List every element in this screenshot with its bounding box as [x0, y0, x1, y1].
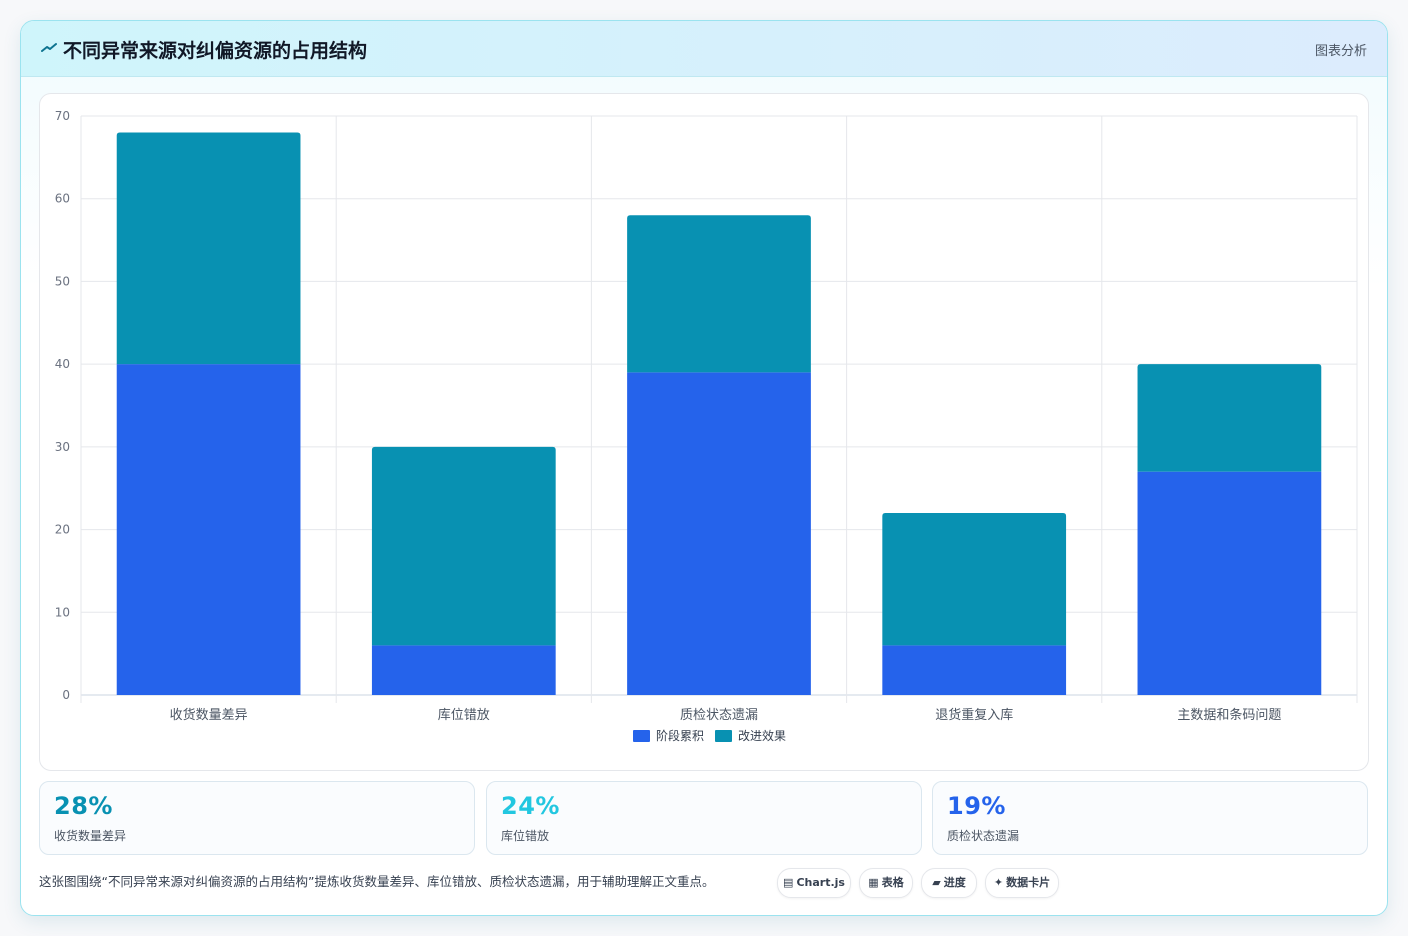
x-tick-label: 质检状态遗漏 — [680, 707, 758, 723]
y-tick-label: 60 — [55, 192, 70, 206]
stat-label: 库位错放 — [501, 829, 550, 843]
bar-segment — [371, 645, 556, 695]
line-chart-icon — [41, 43, 57, 52]
y-tick-label: 0 — [62, 688, 70, 702]
bar-segment — [116, 132, 301, 365]
chart-title: 不同异常来源对纠偏资源的占用结构 — [63, 40, 368, 62]
bar-segment — [627, 372, 811, 695]
y-tick-label: 30 — [55, 440, 70, 454]
bar-segment — [1137, 364, 1322, 472]
sparkle-icon: ✦ — [993, 876, 1004, 889]
x-tick-label: 主数据和条码问题 — [1177, 707, 1281, 723]
stat-value: 19% — [947, 792, 1006, 820]
y-tick-label: 10 — [55, 605, 70, 619]
stat-card-3: 19% 质检状态遗漏 — [932, 781, 1368, 855]
y-tick-label: 70 — [55, 109, 70, 123]
stat-value: 28% — [54, 792, 113, 820]
progress-icon: ▰ — [932, 876, 941, 889]
bar-segment — [116, 364, 301, 695]
x-tick-label: 收货数量差异 — [170, 707, 248, 723]
chip-table[interactable]: ▦ 表格 — [859, 868, 913, 898]
stat-label: 质检状态遗漏 — [947, 829, 1020, 843]
stacked-bar-chart: 0 10 20 30 40 50 60 70 收货数量差异 库位错放 质检状态遗漏 退货重复入库 主数据… — [55, 109, 1358, 743]
chart-area: 0 10 20 30 40 50 60 70 收货数量差异 库位错放 质检状态遗漏 退货重复入库 主数据… — [39, 93, 1369, 771]
chip-label: 数据卡片 — [1006, 876, 1051, 889]
y-tick-label: 20 — [55, 523, 70, 537]
stat-card-2: 24% 库位错放 — [486, 781, 922, 855]
stat-label: 收货数量差异 — [54, 829, 127, 843]
bar-segment — [371, 446, 556, 646]
chip-label: Chart.js — [796, 876, 845, 889]
chip-chartjs[interactable]: ▤ Chart.js — [777, 868, 851, 898]
chip-label: 进度 — [943, 876, 966, 889]
x-tick-label: 退货重复入库 — [935, 707, 1013, 723]
chip-label: 表格 — [881, 876, 904, 889]
chart-type-tag: 图表分析 — [1314, 44, 1367, 59]
x-tick-label: 库位错放 — [438, 707, 490, 723]
legend-swatch — [715, 730, 732, 742]
chart-icon: ▤ — [783, 876, 794, 889]
y-tick-label: 50 — [55, 274, 70, 288]
stat-value: 24% — [501, 792, 560, 820]
bar-segment — [1137, 471, 1322, 695]
legend-swatch — [633, 730, 650, 742]
y-tick-label: 40 — [55, 357, 70, 371]
card-header: 不同异常来源对纠偏资源的占用结构 图表分析 — [21, 21, 1387, 77]
stat-card-1: 28% 收货数量差异 — [39, 781, 475, 855]
bar-segment — [882, 513, 1067, 646]
chip-data-card[interactable]: ✦ 数据卡片 — [985, 868, 1059, 898]
legend-label: 阶段累积 — [656, 728, 704, 743]
legend-label: 改进效果 — [738, 728, 786, 743]
chart-caption: 这张图围绕“不同异常来源对纠偏资源的占用结构”提炼收货数量差异、库位错放、质检状… — [39, 874, 715, 889]
chart-card: 不同异常来源对纠偏资源的占用结构 图表分析 0 10 20 30 40 50 60 70 收货数… — [20, 20, 1388, 916]
chip-progress[interactable]: ▰ 进度 — [921, 868, 977, 898]
table-icon: ▦ — [868, 876, 879, 889]
bar-segment — [882, 645, 1067, 695]
bar-segment — [627, 215, 811, 373]
